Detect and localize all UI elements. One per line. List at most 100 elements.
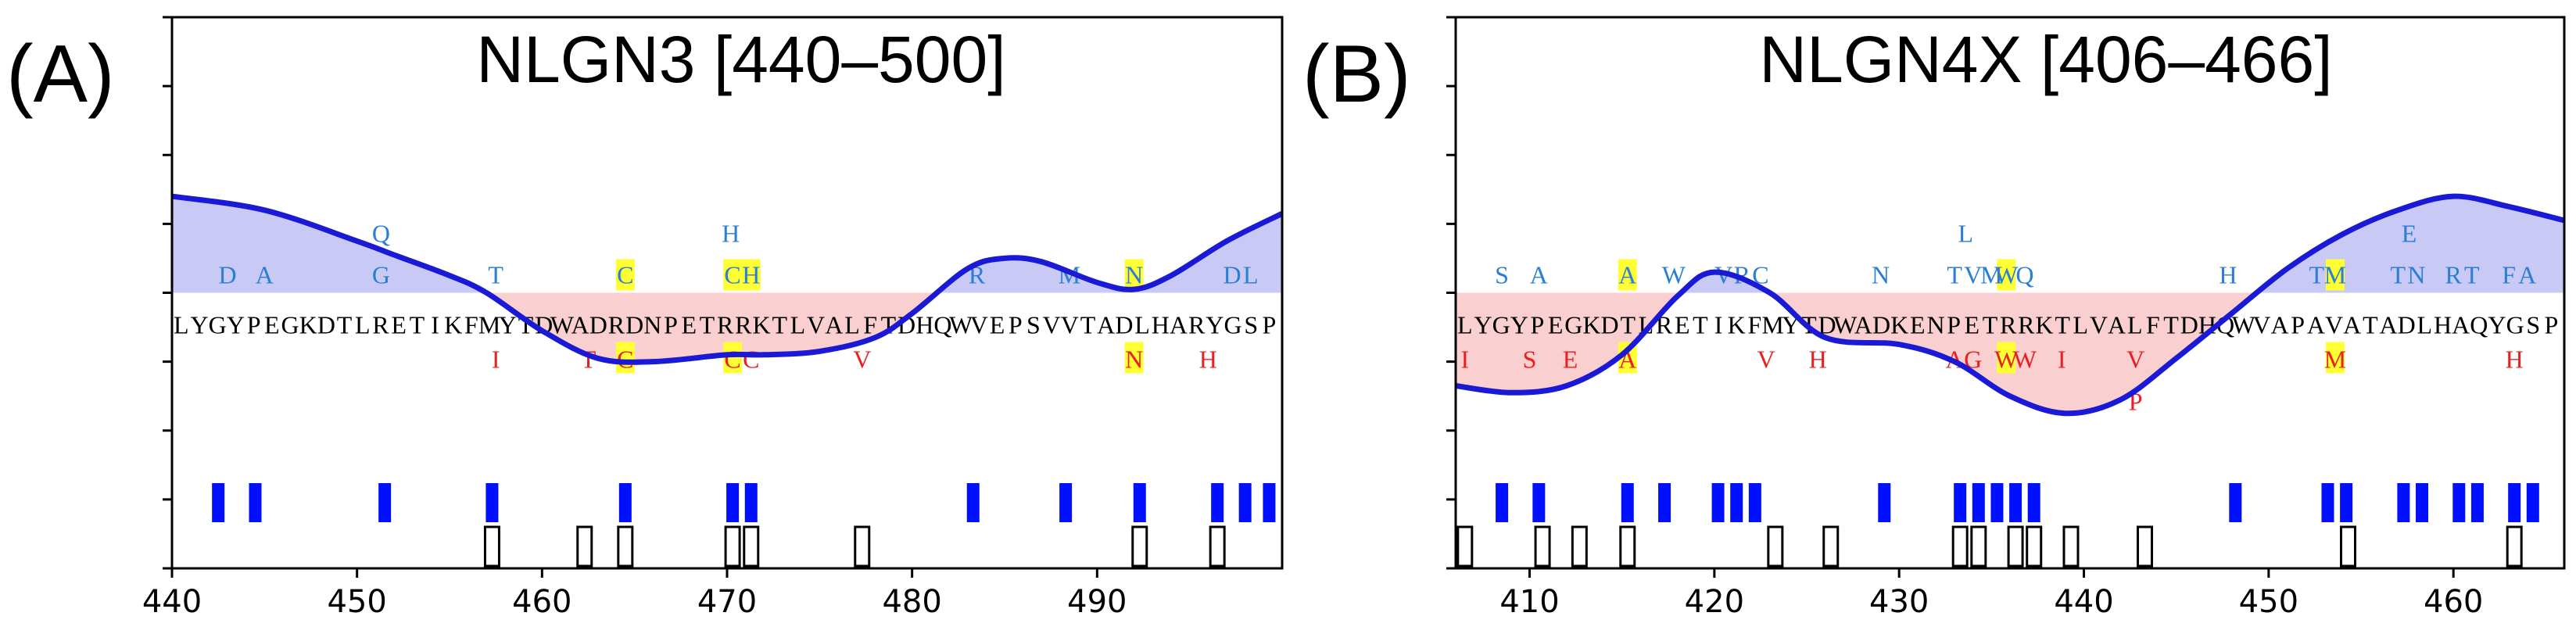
sequence-residue: R [2018, 311, 2035, 339]
sequence-residue: K [1728, 311, 1746, 339]
x-tick-label: 460 [512, 584, 571, 620]
sequence-residue: G [281, 311, 299, 339]
open-marker [1534, 525, 1551, 568]
blue-marker [744, 483, 758, 522]
sequence-residue: G [1564, 311, 1582, 339]
sequence-residue: T [2163, 311, 2179, 339]
sequence-residue: L [2127, 311, 2143, 339]
sequence-residue: W [949, 311, 973, 339]
blue-annotation: N [1125, 261, 1143, 289]
red-annotation: V [853, 346, 871, 374]
blue-marker [1730, 483, 1743, 522]
sequence-residue: K [2035, 311, 2053, 339]
open-marker [617, 525, 634, 568]
open-marker [2137, 525, 2154, 568]
blue-marker [2470, 483, 2484, 522]
sequence-residue: L [1134, 311, 1150, 339]
blue-annotation: T [488, 261, 503, 289]
panel-label: (B) [1302, 29, 1411, 120]
blue-marker [1748, 483, 1761, 522]
open-marker [2007, 525, 2024, 568]
open-marker [2506, 525, 2523, 568]
blue-annotation-top: H [722, 220, 740, 248]
x-tick-label: 410 [1499, 584, 1559, 620]
sequence-residue: E [1910, 311, 1926, 339]
sequence-residue: E [990, 311, 1005, 339]
open-marker [1209, 525, 1226, 568]
open-marker [1970, 525, 1987, 568]
red-annotation: V [1757, 346, 1775, 374]
red-annotation: W [1994, 346, 2019, 374]
sequence-residue: E [1548, 311, 1564, 339]
chart-title: NLGN3 [440–500] [476, 23, 1005, 96]
open-marker [854, 525, 871, 568]
blue-annotation: N [2407, 261, 2425, 289]
sequence-residue: Y [1474, 311, 1492, 339]
highlight-box [2325, 342, 2345, 374]
sequence-residue: T [2055, 311, 2070, 339]
sequence-residue: A [825, 311, 843, 339]
sequence-residue: Q [2470, 311, 2488, 339]
x-tick-label: 450 [2239, 584, 2298, 620]
blue-annotation: C [617, 261, 633, 289]
sequence-residue: T [1693, 311, 1708, 339]
blue-annotation: T [2391, 261, 2406, 289]
sequence-residue: V [2252, 311, 2270, 339]
sequence-residue: T [337, 311, 353, 339]
positive-area [172, 196, 1282, 293]
sequence-residue: K [752, 311, 770, 339]
blue-marker [1496, 483, 1509, 522]
sequence-residue: E [681, 311, 697, 339]
sequence: L Y G Y P E G K D T L R E T I K F MY T DWA D K E N P E T R R K T L V A L F T… [1457, 311, 2558, 339]
blue-annotation: A [2518, 261, 2536, 289]
sequence-residue: L [844, 311, 860, 339]
sequence-residue: A [2270, 311, 2288, 339]
open-marker [483, 525, 500, 568]
sequence-residue: K [299, 311, 317, 339]
sequence-residue: A [2452, 311, 2470, 339]
sequence-residue: L [1457, 311, 1473, 339]
sequence-residue: W [550, 311, 575, 339]
sequence-residue: G [2506, 311, 2524, 339]
sequence-residue: R [735, 311, 752, 339]
sequence-residue: R [717, 311, 734, 339]
highlight-box [723, 259, 743, 291]
sequence-residue: K [444, 311, 462, 339]
blue-annotation: C [1752, 261, 1768, 289]
sequence-residue: N [643, 311, 661, 339]
sequence-residue: T [2363, 311, 2378, 339]
sequence-residue: R [2000, 311, 2017, 339]
blue-annotation: G [372, 261, 390, 289]
sequence-residue: D [1872, 311, 1890, 339]
blue-marker [1972, 483, 1985, 522]
blue-annotation: W [1994, 261, 2019, 289]
blue-annotation: T [2309, 261, 2325, 289]
red-annotation: I [1460, 346, 1469, 374]
sequence-residue: E [264, 311, 280, 339]
sequence-residue: E [391, 311, 407, 339]
highlight-box [723, 342, 743, 374]
blue-annotation: V [1964, 261, 1982, 289]
open-marker [1571, 525, 1588, 568]
red-annotation: E [1563, 346, 1578, 374]
sequence-residue: V [2090, 311, 2108, 339]
sequence-residue: I [431, 311, 439, 339]
x-tick-label: 490 [1067, 584, 1127, 620]
blue-marker [1621, 483, 1634, 522]
open-marker [743, 525, 760, 568]
open-marker [2062, 525, 2080, 568]
negative-area [172, 292, 1282, 363]
blue-annotation-top: L [1958, 220, 1974, 248]
blue-annotation: H [2219, 261, 2237, 289]
sequence-residue: H [1152, 311, 1170, 339]
blue-marker [1711, 483, 1725, 522]
blue-marker [1133, 483, 1146, 522]
red-annotation: S [1523, 346, 1537, 374]
open-marker [576, 525, 593, 568]
blue-marker [618, 483, 632, 522]
sequence-residue: P [1009, 311, 1023, 339]
blue-annotation: L [1243, 261, 1259, 289]
blue-marker [2526, 483, 2539, 522]
sequence-residue: T [1620, 311, 1636, 339]
blue-marker [1878, 483, 1891, 522]
